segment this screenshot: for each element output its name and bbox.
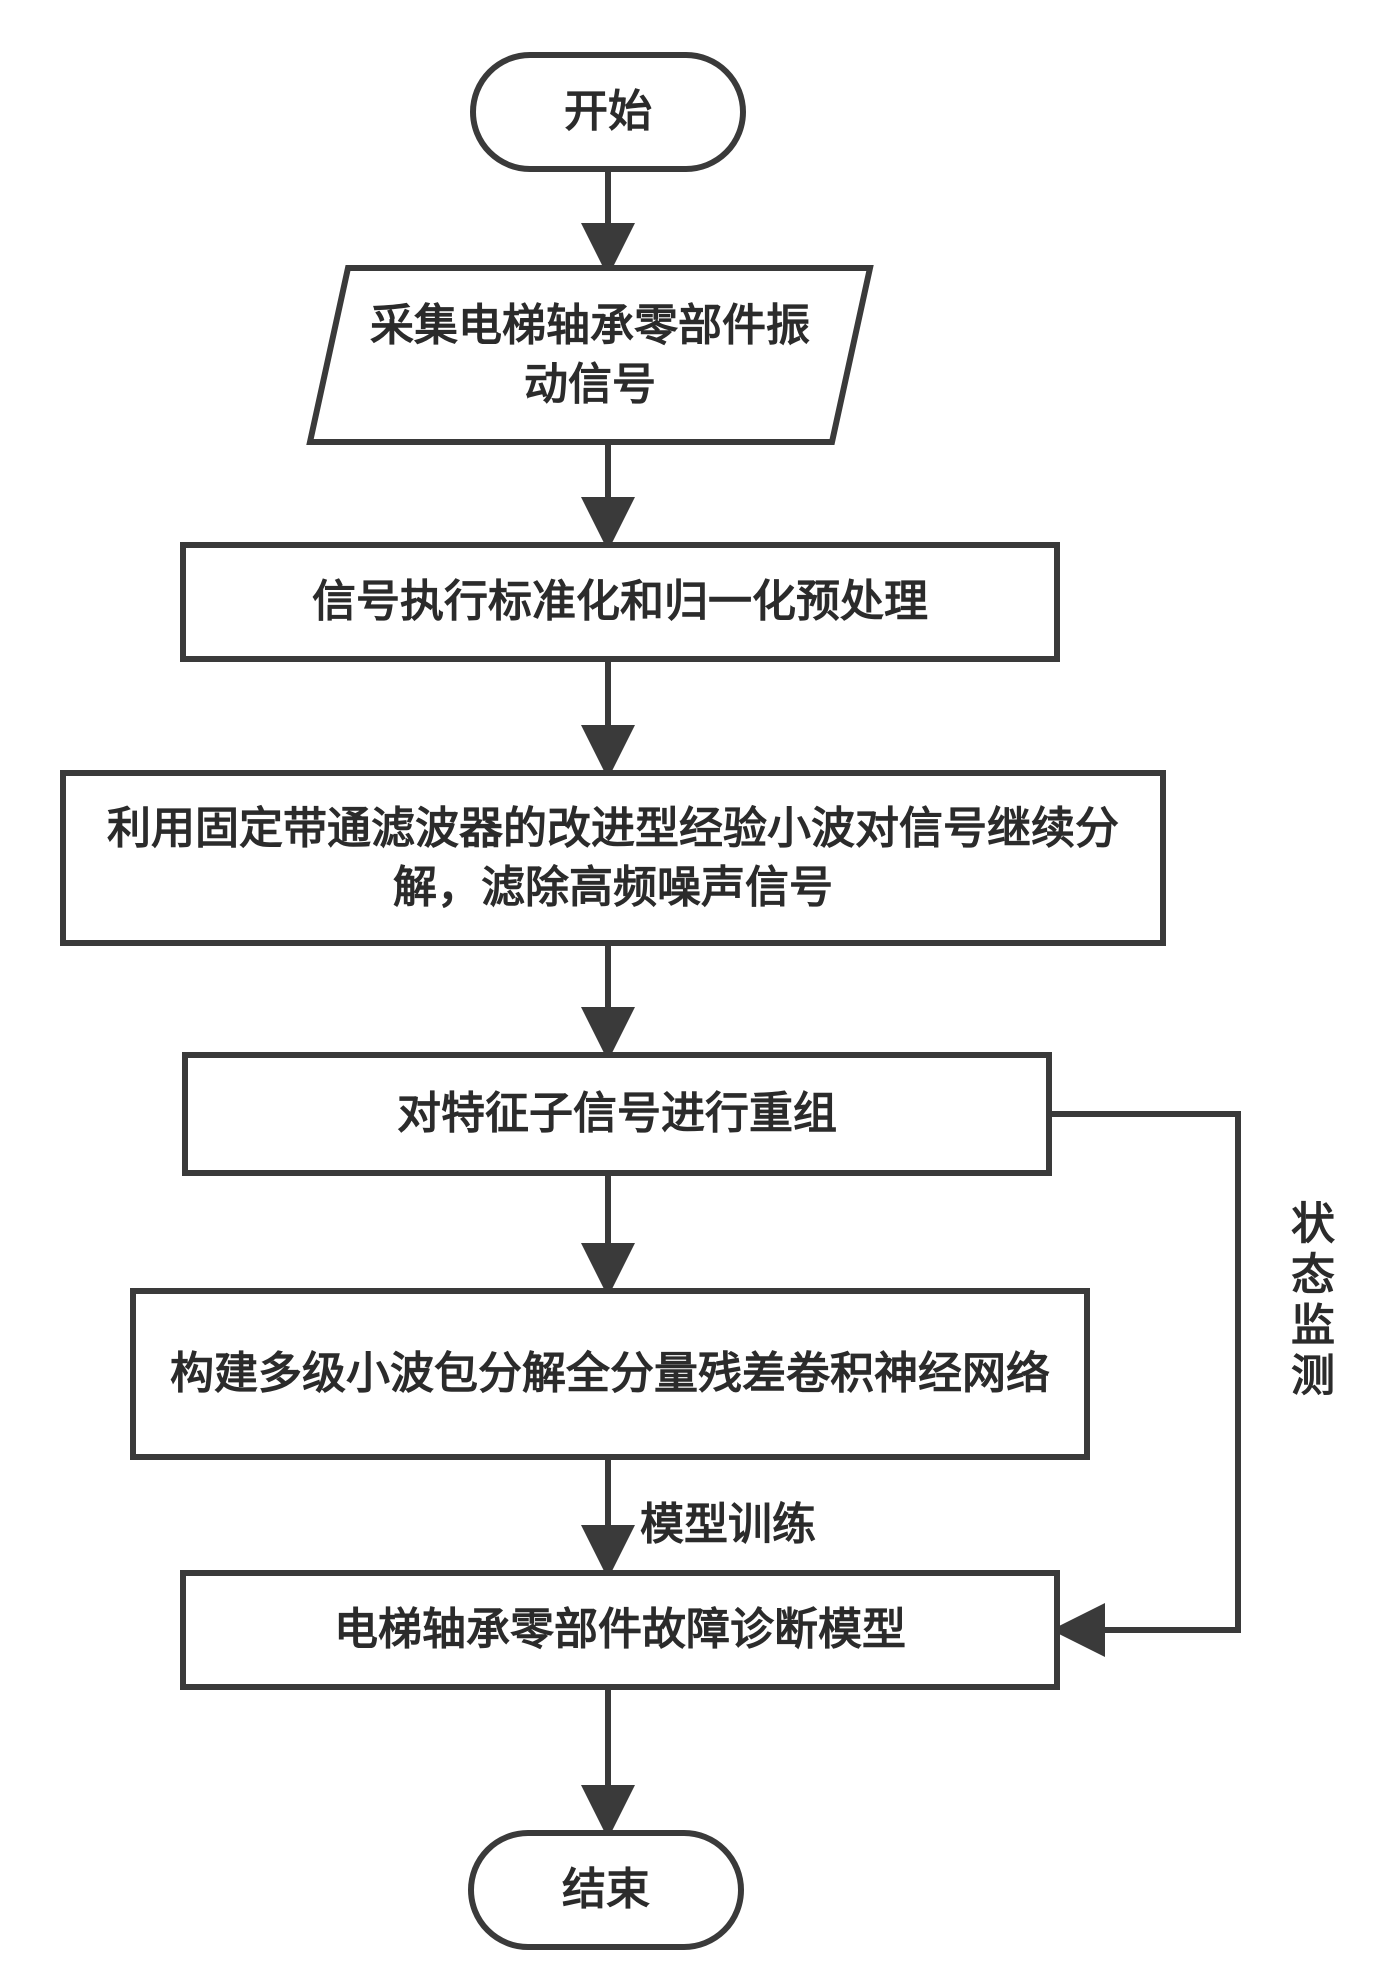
node-preprocess-label: 信号执行标准化和归一化预处理	[312, 572, 928, 631]
node-filter: 利用固定带通滤波器的改进型经验小波对信号继续分解，滤除高频噪声信号	[60, 770, 1166, 946]
edge-label-train: 模型训练	[640, 1488, 816, 1552]
node-build-network-label: 构建多级小波包分解全分量残差卷积神经网络	[170, 1344, 1050, 1403]
flowchart-canvas: 开始 采集电梯轴承零部件振动信号 信号执行标准化和归一化预处理 利用固定带通滤波…	[0, 0, 1389, 1971]
node-start: 开始	[470, 52, 746, 172]
node-end: 结束	[468, 1830, 744, 1950]
node-model: 电梯轴承零部件故障诊断模型	[180, 1570, 1060, 1690]
node-model-label: 电梯轴承零部件故障诊断模型	[334, 1600, 906, 1659]
node-collect: 采集电梯轴承零部件振动信号	[310, 268, 870, 442]
node-build-network: 构建多级小波包分解全分量残差卷积神经网络	[130, 1288, 1090, 1460]
node-preprocess: 信号执行标准化和归一化预处理	[180, 542, 1060, 662]
node-start-label: 开始	[564, 82, 652, 141]
node-regroup-label: 对特征子信号进行重组	[397, 1084, 837, 1143]
node-filter-label: 利用固定带通滤波器的改进型经验小波对信号继续分解，滤除高频噪声信号	[90, 799, 1136, 918]
node-collect-label: 采集电梯轴承零部件振动信号	[366, 296, 814, 415]
edge-label-monitor: 状态监测	[1276, 1200, 1340, 1402]
node-end-label: 结束	[562, 1860, 650, 1919]
node-regroup: 对特征子信号进行重组	[182, 1052, 1052, 1176]
